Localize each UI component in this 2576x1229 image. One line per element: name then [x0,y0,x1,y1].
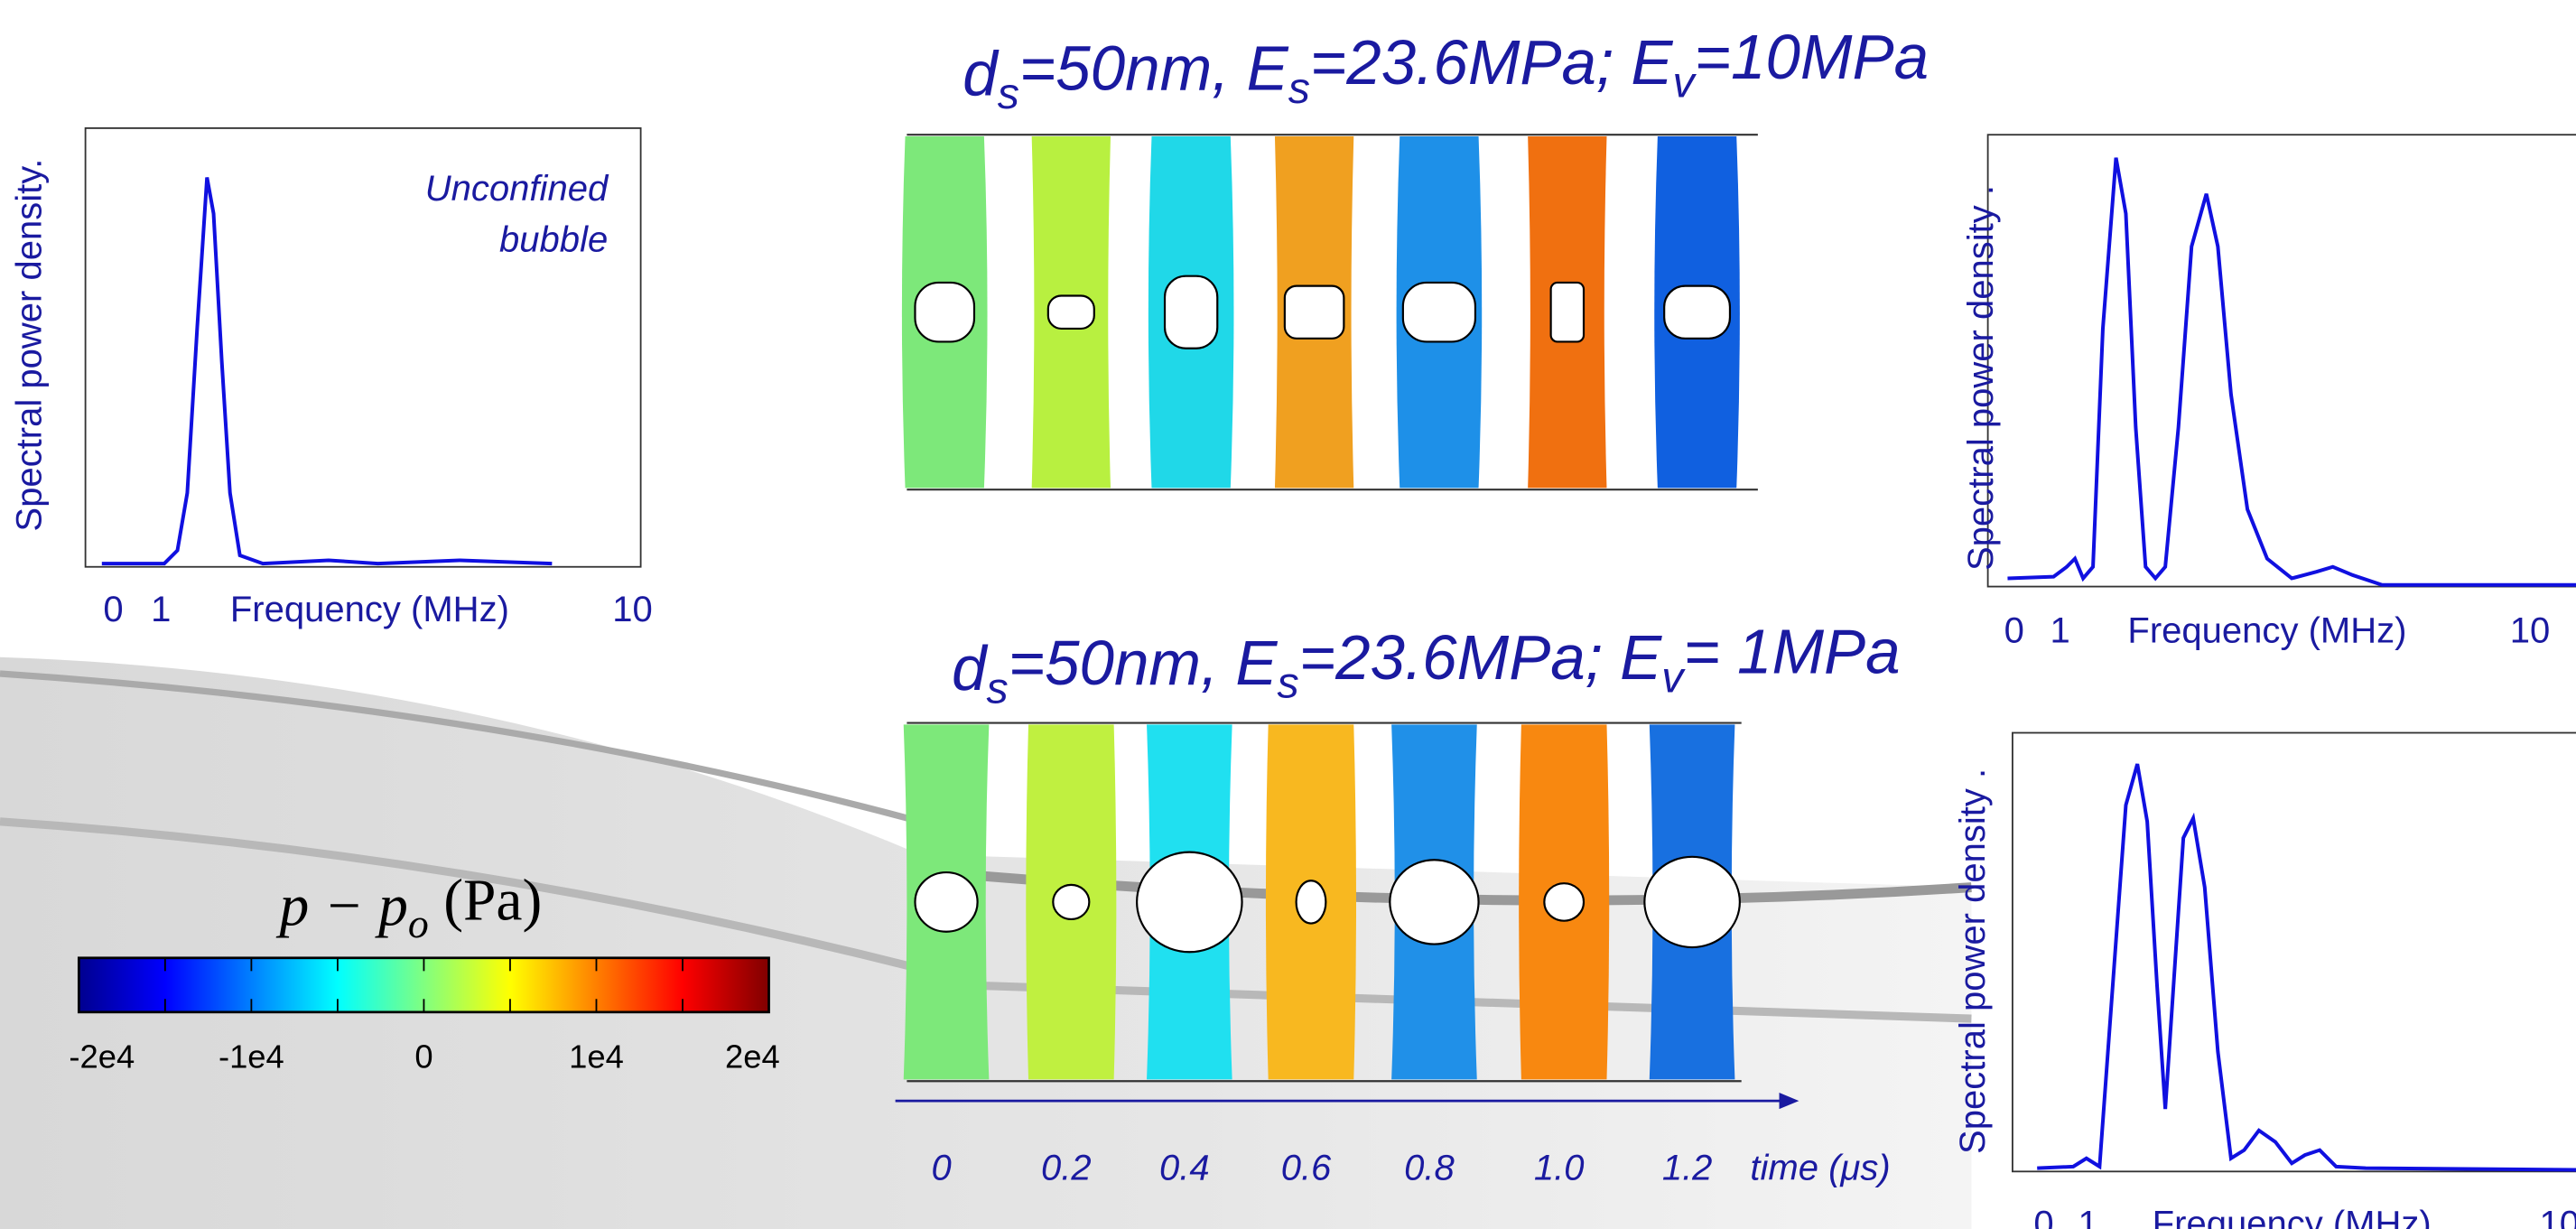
colorbar-tick-label: 1e4 [569,1038,624,1075]
simulation-title: ds=50nm, Es=23.6MPa; Ev=10MPa [963,22,1929,118]
x-tick-label: 10 [2540,1204,2576,1229]
bubble [1137,852,1242,953]
title-part: v [1661,653,1686,702]
time-label: 0.8 [1404,1148,1455,1187]
x-axis-label: Frequency (MHz) [230,590,509,629]
bubble [915,283,974,342]
time-label: 0.2 [1041,1148,1092,1187]
title-part: =50nm, E [1009,628,1279,698]
colorbar-tick-label: 2e4 [725,1038,780,1075]
bubble [1644,857,1740,947]
title-part: s [987,665,1009,713]
bubble [1551,283,1584,342]
bubble [1048,296,1094,329]
plot-frame [1988,135,2576,586]
title-part: (Pa) [429,868,543,933]
right-top-plot: Spectral power density . 0 1 Frequency (… [1961,135,2576,650]
x-axis-label: Frequency (MHz) [2153,1204,2432,1229]
colorbar-tick-label: -1e4 [219,1038,284,1075]
y-axis-label: Spectral power density. [9,159,49,532]
x-tick-label: 1 [151,590,171,629]
x-tick-label: 0 [103,590,123,629]
annotation: Unconfined [425,169,609,209]
slide: Spectral power density. Unconfined bubbl… [0,0,2576,1229]
y-axis-label: Spectral power density . [1953,768,1993,1154]
title-part: =10MPa [1695,22,1929,92]
time-label: 1.0 [1534,1148,1585,1187]
bubble [1165,276,1217,349]
title-part: = 1MPa [1683,617,1900,687]
title-part: s [1278,658,1299,707]
time-axis-label: time (μs) [1750,1148,1890,1187]
bubble [1297,880,1326,923]
x-tick-label: 10 [612,590,653,629]
title-part: s [1288,64,1310,113]
top-simulation [902,135,1758,489]
time-label: 1.2 [1662,1148,1713,1187]
y-axis-label: Spectral power density . [1961,185,2001,571]
title-part: =23.6MPa; E [1299,622,1662,693]
title-part: s [998,70,1019,118]
x-tick-label: 10 [2510,610,2551,650]
page: {"left_plot": {"y_label": "Spectral powe… [0,0,2576,1229]
x-tick-label: 0 [2004,610,2024,650]
x-tick-label: 1 [2078,1204,2097,1229]
title-part: =50nm, E [1019,33,1289,103]
title-part: =23.6MPa; E [1310,27,1673,98]
annotation: bubble [499,219,608,259]
plot-frame [2013,733,2576,1172]
time-label: 0.6 [1281,1148,1332,1187]
time-label: 0 [931,1148,951,1187]
bubble [1403,283,1475,342]
bubble [1390,860,1478,944]
bubble [1285,286,1344,339]
x-tick-label: 1 [2051,610,2070,650]
title-part: d [952,633,989,703]
colorbar-tick-label: 0 [414,1038,432,1075]
title-part: d [963,39,1000,109]
x-tick-label: 0 [2033,1204,2053,1229]
title-part: p − p [275,873,407,938]
bubble [1664,286,1730,339]
bubble [915,872,977,932]
colorbar-tick-label: -2e4 [69,1038,135,1075]
title-part: o [408,900,429,946]
x-axis-label: Frequency (MHz) [2127,610,2406,650]
simulation-title: ds=50nm, Es=23.6MPa; Ev= 1MPa [952,617,1901,713]
left-plot: Spectral power density. Unconfined bubbl… [9,128,652,629]
right-bottom-plot: Spectral power density . 0 1 Frequency (… [1953,733,2576,1229]
time-label: 0.4 [1159,1148,1210,1187]
bubble [1053,885,1089,919]
bubble [1544,883,1584,920]
title-part: v [1672,59,1697,107]
